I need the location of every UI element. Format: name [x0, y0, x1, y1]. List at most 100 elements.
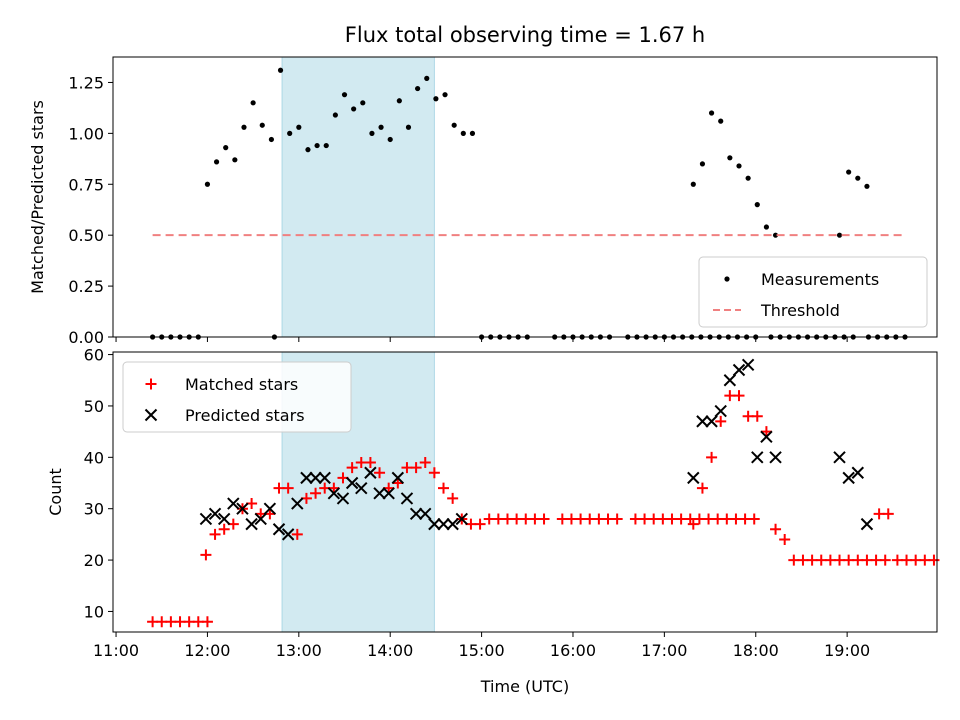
predicted-star-point [714, 404, 727, 418]
matched-star-point [282, 482, 294, 494]
y-tick-label: 10 [84, 602, 104, 621]
x-tick-label: 16:00 [550, 641, 596, 660]
predicted-star-point [696, 415, 709, 428]
predicted-star-point [732, 363, 746, 377]
predicted-star-point [291, 497, 304, 510]
predicted-star-point [741, 358, 755, 372]
measurement-point [287, 130, 293, 136]
matched-star-point [419, 456, 431, 468]
x-axis-label: Time (UTC) [480, 677, 569, 696]
legend-label: Threshold [760, 301, 840, 320]
matched-star-point [751, 410, 763, 422]
y-tick-label: 0.25 [68, 277, 104, 296]
measurement-point [268, 136, 275, 143]
matched-star-point [538, 513, 550, 525]
predicted-star-point [245, 517, 258, 531]
y-tick-label: 1.00 [68, 124, 104, 143]
matched-star-point [364, 456, 376, 468]
measurement-point [836, 232, 843, 238]
legend-marker [724, 276, 730, 282]
measurement-point [360, 100, 366, 106]
predicted-star-point [455, 512, 468, 526]
legend-label: Predicted stars [185, 406, 305, 425]
predicted-star-point [345, 476, 359, 490]
legend-label: Measurements [761, 270, 879, 289]
predicted-star-point [254, 512, 267, 526]
matched-star-point [882, 508, 894, 520]
bottom-y-axis-label: Count [46, 468, 65, 516]
matched-star-point [392, 477, 404, 489]
measurement-point [296, 124, 302, 130]
measurement-point [396, 98, 402, 104]
matched-star-point [779, 534, 791, 546]
measurement-point [341, 92, 348, 98]
predicted-star-point [851, 466, 865, 479]
top-panel: 0.00 0.25 0.50 0.75 1.00 1.25 Flux total obse… [28, 23, 938, 347]
predicted-star-point [217, 512, 231, 526]
measurement-point [305, 147, 311, 153]
measurement-point [451, 122, 457, 128]
measurement-point [314, 142, 320, 149]
predicted-star-point [263, 502, 277, 515]
top-y-axis-label: Matched/Predicted stars [28, 100, 47, 294]
x-tick-label: 14:00 [367, 641, 413, 660]
predicted-star-point [391, 471, 405, 485]
measurement-point [433, 96, 439, 102]
x-tick-label: 18:00 [733, 641, 779, 660]
measurement-point [754, 202, 760, 208]
measurement-point [241, 124, 247, 130]
y-tick-label: 0.50 [68, 226, 104, 245]
matched-star-point [715, 415, 727, 427]
legend-box [122, 361, 352, 433]
measurement-point [763, 224, 770, 230]
predicted-star-point [751, 451, 764, 464]
measurement-point [323, 142, 329, 149]
top-y-ticks: 0.00 0.25 0.50 0.75 1.00 1.25 [68, 73, 113, 347]
predicted-star-point [428, 517, 441, 531]
measurement-point [736, 163, 742, 169]
measurement-point [855, 175, 861, 181]
bottom-legend: Matched stars Predicted stars [122, 361, 352, 433]
bottom-axes-frame [112, 351, 938, 633]
x-tick-label: 12:00 [184, 641, 230, 660]
matched-star-point [611, 513, 623, 525]
measurement-point [387, 136, 393, 143]
measurement-point [259, 122, 265, 128]
predicted-star-point [723, 374, 737, 387]
measurement-point [690, 181, 696, 187]
legend-box [698, 256, 928, 328]
predicted-star-point [272, 523, 286, 536]
y-tick-label: 1.25 [68, 73, 104, 92]
predicted-star-point [760, 430, 773, 443]
measurement-point [699, 161, 706, 167]
predicted-star-point [281, 528, 295, 541]
measurement-point [469, 130, 476, 136]
measurement-point [232, 157, 238, 163]
predicted-star-point [705, 415, 718, 428]
x-tick-label: 13:00 [276, 641, 322, 660]
matched-star-point [733, 390, 745, 402]
matched-star-point [687, 518, 699, 530]
predicted-star-point [236, 502, 249, 515]
predicted-star-point [199, 512, 213, 526]
y-tick-label: 40 [84, 448, 104, 467]
predicted-star-point [318, 471, 331, 485]
predicted-star-point [860, 517, 874, 531]
measurement-point [415, 85, 421, 92]
predicted-star-point [300, 471, 313, 485]
measurement-point [223, 145, 229, 151]
predicted-star-point [327, 487, 341, 500]
predicted-star-point [227, 497, 240, 510]
y-tick-label: 60 [84, 346, 104, 365]
matched-star-point [474, 518, 486, 530]
matched-star-point [879, 554, 891, 566]
matched-star-point [748, 513, 760, 525]
predicted-star-point [446, 517, 459, 531]
predicted-star-point [355, 481, 368, 495]
bottom-x-ticks: 11:00 12:00 13:00 14:00 15:00 16:00 17:00 18:00… [93, 632, 870, 660]
measurement-point [864, 183, 870, 189]
predicted-star-point [769, 451, 782, 464]
measurement-point [250, 100, 256, 106]
measurement-point [369, 130, 375, 136]
measurement-point [204, 181, 211, 187]
